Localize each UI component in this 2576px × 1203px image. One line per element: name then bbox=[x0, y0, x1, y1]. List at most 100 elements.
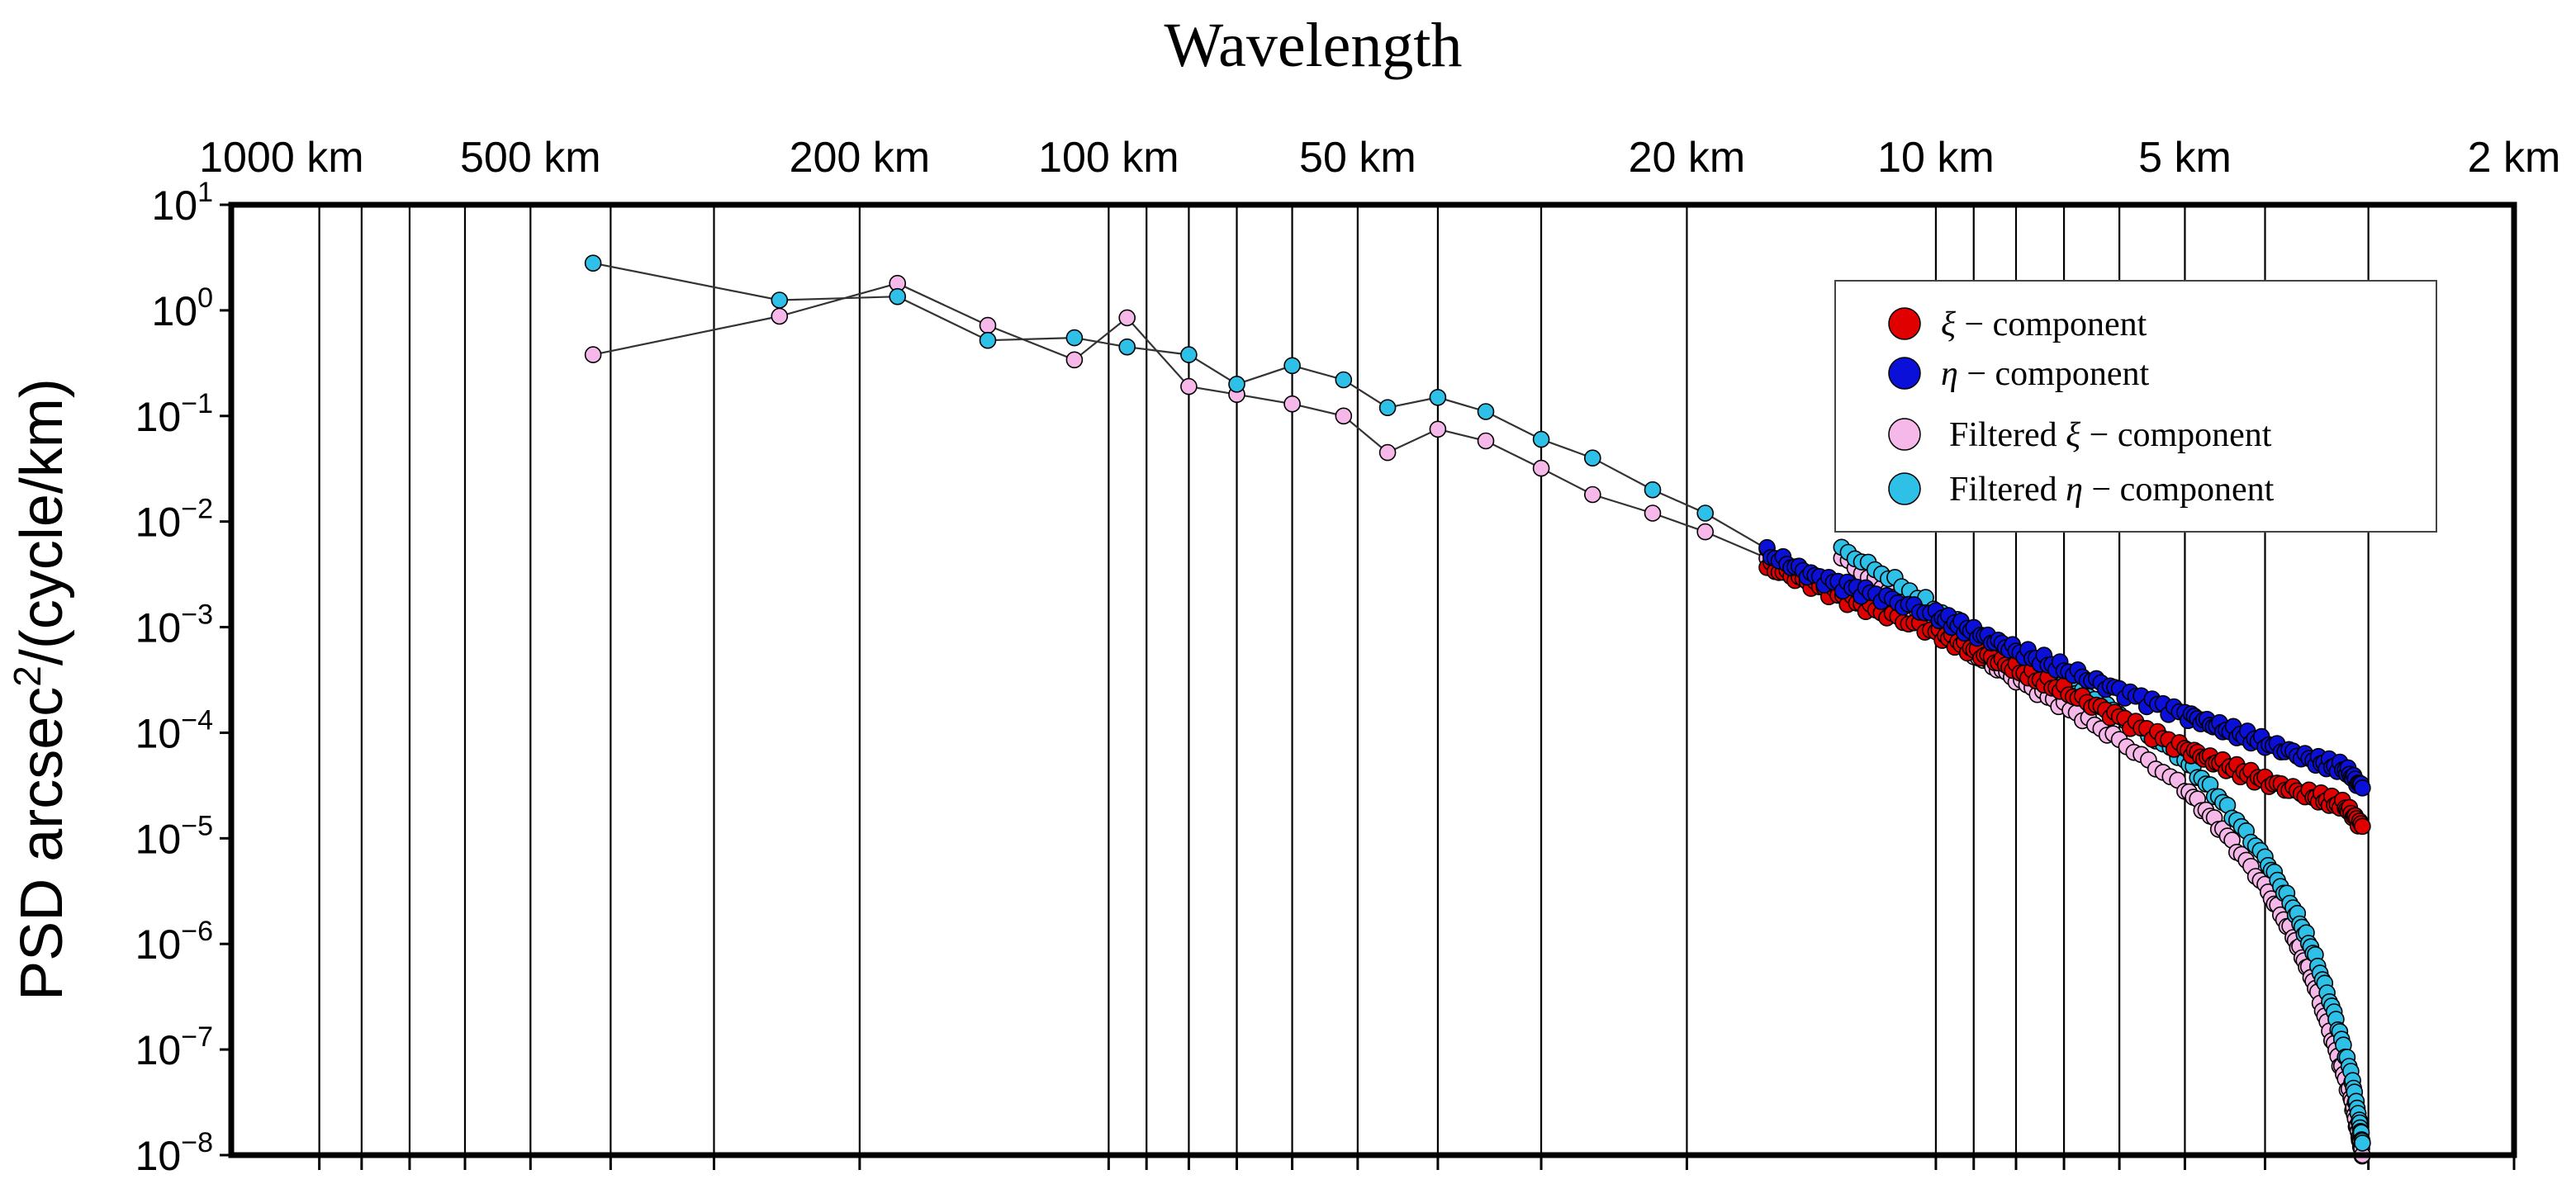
x-tick-label: 10 km bbox=[1877, 134, 1995, 182]
legend-box bbox=[1834, 280, 2437, 533]
x-tick-label: 20 km bbox=[1629, 134, 1746, 182]
data-point bbox=[1477, 403, 1495, 420]
data-point bbox=[1378, 443, 1397, 462]
legend-prefix: Filtered bbox=[1949, 416, 2066, 454]
legend-marker bbox=[1888, 357, 1921, 390]
y-tick-exponent: −4 bbox=[181, 704, 213, 736]
data-point bbox=[1644, 504, 1662, 522]
data-point bbox=[1429, 420, 1447, 438]
y-tick-exponent: −6 bbox=[181, 916, 213, 947]
legend-marker bbox=[1888, 307, 1921, 340]
legend-symbol: η bbox=[2066, 471, 2083, 509]
series-eta bbox=[1758, 538, 2371, 797]
data-point bbox=[1335, 371, 1353, 389]
data-point bbox=[1180, 377, 1198, 395]
data-point bbox=[584, 346, 602, 363]
y-axis-label-sup: 2 bbox=[6, 665, 49, 687]
x-tick-label: 200 km bbox=[790, 134, 931, 182]
legend-prefix: Filtered bbox=[1949, 471, 2066, 509]
data-point bbox=[1118, 338, 1136, 356]
legend-text: − component bbox=[2083, 471, 2275, 509]
data-point bbox=[1584, 485, 1601, 504]
data-point bbox=[1283, 357, 1301, 375]
y-tick-exponent: −1 bbox=[181, 388, 213, 419]
data-point bbox=[1429, 388, 1447, 406]
y-tick-base: 10 bbox=[135, 394, 182, 440]
legend-text: − component bbox=[2080, 416, 2272, 454]
legend-symbol: η bbox=[1941, 355, 1958, 393]
series-layer bbox=[584, 254, 2371, 1165]
data-point bbox=[1696, 523, 1714, 541]
legend-marker bbox=[1888, 472, 1921, 505]
data-point bbox=[2354, 779, 2371, 797]
data-point bbox=[1477, 432, 1495, 450]
y-tick-label: 10−8 bbox=[135, 1127, 213, 1179]
y-axis-label-unit: /(cycle/km) bbox=[9, 378, 75, 665]
y-tick-label: 10−5 bbox=[135, 810, 213, 862]
y-tick-label: 10−1 bbox=[135, 388, 213, 440]
data-point bbox=[1335, 407, 1353, 425]
y-tick-exponent: 1 bbox=[197, 177, 213, 208]
y-tick-base: 10 bbox=[135, 921, 182, 968]
data-point bbox=[771, 307, 789, 325]
legend-symbol: ξ bbox=[1941, 305, 1956, 343]
y-tick-label: 101 bbox=[151, 177, 213, 229]
series-xi bbox=[1758, 553, 2371, 836]
data-point bbox=[1065, 329, 1084, 347]
data-point bbox=[1532, 430, 1550, 448]
y-tick-base: 10 bbox=[135, 1133, 182, 1179]
x-tick-label: 100 km bbox=[1038, 134, 1179, 182]
y-tick-label: 10−3 bbox=[135, 599, 213, 651]
data-point bbox=[1283, 395, 1301, 413]
chart-title: Wavelength bbox=[1164, 11, 1462, 80]
data-point bbox=[1378, 399, 1397, 417]
data-point bbox=[979, 331, 997, 349]
plot-frame bbox=[228, 201, 2517, 1158]
y-tick-label: 10−2 bbox=[135, 494, 213, 546]
data-point bbox=[1228, 375, 1245, 393]
y-tick-exponent: −7 bbox=[181, 1021, 213, 1053]
y-tick-label: 10−4 bbox=[135, 704, 213, 756]
y-tick-base: 10 bbox=[135, 1027, 182, 1073]
data-point bbox=[771, 291, 789, 309]
y-tick-base: 10 bbox=[135, 500, 182, 546]
data-point bbox=[2354, 1134, 2371, 1152]
data-point bbox=[584, 254, 602, 272]
y-tick-base: 10 bbox=[151, 182, 197, 229]
data-point bbox=[889, 287, 906, 305]
legend-marker bbox=[1888, 418, 1921, 451]
x-tick-label: 5 km bbox=[2138, 134, 2232, 182]
legend-label: η − component bbox=[1941, 355, 2149, 393]
legend-label: ξ − component bbox=[1941, 305, 2147, 343]
legend-text: − component bbox=[1958, 355, 2150, 393]
legend-symbol: ξ bbox=[2066, 416, 2080, 454]
y-tick-base: 10 bbox=[135, 710, 182, 756]
series-line bbox=[592, 282, 1767, 560]
y-tick-base: 10 bbox=[135, 816, 182, 862]
x-tick-label: 500 km bbox=[460, 134, 601, 182]
series-line bbox=[592, 262, 1768, 550]
y-tick-exponent: −2 bbox=[181, 494, 213, 525]
y-tick-exponent: −5 bbox=[181, 810, 213, 841]
data-point bbox=[1532, 459, 1550, 477]
legend-label: Filtered ξ − component bbox=[1949, 416, 2272, 454]
y-tick-label: 10−7 bbox=[135, 1021, 213, 1073]
legend-text: − component bbox=[1956, 305, 2147, 343]
x-tick-label: 1000 km bbox=[199, 134, 363, 182]
y-axis-label-text: PSD arcsec bbox=[9, 687, 75, 1001]
data-point bbox=[1118, 309, 1136, 327]
data-point bbox=[1644, 481, 1662, 499]
data-point bbox=[1180, 346, 1198, 363]
x-tick-labels: 1000 km 500 km 200 km 100 km 50 km 20 km 10 km… bbox=[199, 134, 2560, 182]
data-point bbox=[1065, 351, 1084, 369]
x-tick-label: 2 km bbox=[2468, 134, 2561, 182]
y-tick-label: 100 bbox=[151, 282, 213, 334]
data-point bbox=[979, 316, 997, 334]
y-tick-exponent: 0 bbox=[197, 282, 213, 314]
y-tick-exponent: −3 bbox=[181, 599, 213, 631]
data-point bbox=[1696, 504, 1714, 522]
y-tick-exponent: −8 bbox=[181, 1127, 213, 1158]
